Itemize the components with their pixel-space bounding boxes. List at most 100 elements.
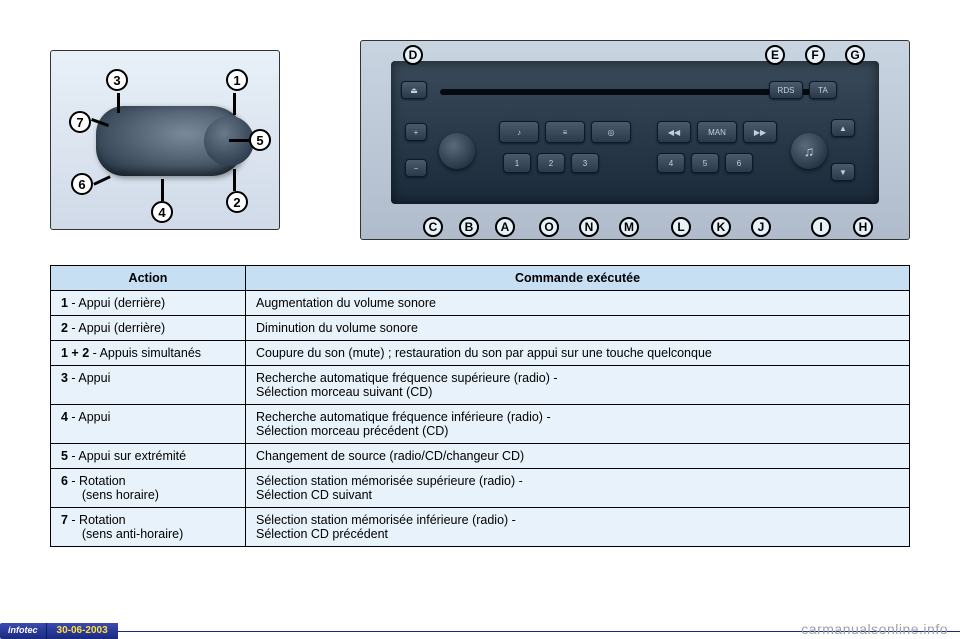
radio-callout-H: H (853, 217, 873, 237)
table-row: 5 - Appui sur extrémitéChangement de sou… (51, 444, 910, 469)
diagrams-row: 1234567 DEFGCBAONMLKJIH⏏RDSTA♪≡◎◀◀MAN▶▶1… (0, 0, 960, 250)
action-key: 5 (61, 449, 68, 463)
action-key: 6 (61, 474, 68, 488)
arrow-6 (93, 175, 111, 185)
radio-btn-p6: 6 (725, 153, 753, 173)
radio-callout-N: N (579, 217, 599, 237)
radio-knob-2: ♫ (791, 133, 827, 169)
command-cell: Sélection station mémorisée supérieure (… (246, 469, 910, 508)
table-row: 7 - Rotation (sens anti-horaire)Sélectio… (51, 508, 910, 547)
radio-btn-eject: ⏏ (401, 81, 427, 99)
col-command: Commande exécutée (246, 266, 910, 291)
action-desc: - Appui (68, 410, 110, 424)
radio-btn-p3: 3 (571, 153, 599, 173)
arrow-5 (229, 139, 249, 142)
command-cell: Augmentation du volume sonore (246, 291, 910, 316)
stalk-diagram: 1 2 3 4 5 6 7 (50, 50, 280, 230)
action-key: 1 + 2 (61, 346, 89, 360)
action-desc: - Appui sur extrémité (68, 449, 186, 463)
stalk-callout-1: 1 (226, 69, 248, 91)
radio-btn-minus: − (405, 159, 427, 177)
command-cell: Sélection station mémorisée inférieure (… (246, 508, 910, 547)
radio-btn-p5: 5 (691, 153, 719, 173)
radio-btn-rew: ◀◀ (657, 121, 691, 143)
radio-callout-E: E (765, 45, 785, 65)
stalk-callout-4: 4 (151, 201, 173, 223)
radio-callout-L: L (671, 217, 691, 237)
radio-callout-K: K (711, 217, 731, 237)
table-row: 3 - AppuiRecherche automatique fréquence… (51, 366, 910, 405)
radio-callout-C: C (423, 217, 443, 237)
commands-tbody: 1 - Appui (derrière)Augmentation du volu… (51, 291, 910, 547)
action-key: 7 (61, 513, 68, 527)
radio-btn-ta: TA (809, 81, 837, 99)
action-cell: 2 - Appui (derrière) (51, 316, 246, 341)
action-cell: 1 + 2 - Appuis simultanés (51, 341, 246, 366)
stalk-callout-3: 3 (106, 69, 128, 91)
action-key: 4 (61, 410, 68, 424)
radio-btn-up: ▲ (831, 119, 855, 137)
table-row: 6 - Rotation (sens horaire)Sélection sta… (51, 469, 910, 508)
radio-btn-list: ≡ (545, 121, 585, 143)
radio-btn-plus: + (405, 123, 427, 141)
action-cell: 1 - Appui (derrière) (51, 291, 246, 316)
radio-callout-B: B (459, 217, 479, 237)
radio-btn-fwd: ▶▶ (743, 121, 777, 143)
action-cell: 4 - Appui (51, 405, 246, 444)
table-row: 2 - Appui (derrière)Diminution du volume… (51, 316, 910, 341)
command-cell: Changement de source (radio/CD/changeur … (246, 444, 910, 469)
stalk-callout-6: 6 (71, 173, 93, 195)
col-action: Action (51, 266, 246, 291)
stalk-callout-7: 7 (69, 111, 91, 133)
command-cell: Recherche automatique fréquence inférieu… (246, 405, 910, 444)
action-cell: 6 - Rotation (sens horaire) (51, 469, 246, 508)
stalk-callout-5: 5 (249, 129, 271, 151)
action-key: 3 (61, 371, 68, 385)
arrow-2 (233, 169, 236, 191)
arrow-4 (161, 179, 164, 201)
radio-callout-A: A (495, 217, 515, 237)
radio-callout-D: D (403, 45, 423, 65)
radio-knob-1 (439, 133, 475, 169)
action-desc: - Rotation (sens horaire) (61, 474, 159, 502)
radio-callout-J: J (751, 217, 771, 237)
action-desc: - Rotation (sens anti-horaire) (61, 513, 183, 541)
table-row: 4 - AppuiRecherche automatique fréquence… (51, 405, 910, 444)
action-desc: - Appuis simultanés (89, 346, 201, 360)
command-cell: Coupure du son (mute) ; restauration du … (246, 341, 910, 366)
radio-btn-man: MAN (697, 121, 737, 143)
radio-btn-source: ♪ (499, 121, 539, 143)
footer-date: 30-06-2003 (46, 623, 118, 639)
radio-callout-O: O (539, 217, 559, 237)
table-row: 1 + 2 - Appuis simultanésCoupure du son … (51, 341, 910, 366)
radio-btn-p2: 2 (537, 153, 565, 173)
radio-callout-F: F (805, 45, 825, 65)
radio-btn-p1: 1 (503, 153, 531, 173)
action-cell: 5 - Appui sur extrémité (51, 444, 246, 469)
action-cell: 7 - Rotation (sens anti-horaire) (51, 508, 246, 547)
radio-callout-M: M (619, 217, 639, 237)
radio-btn-band: ◎ (591, 121, 631, 143)
arrow-1 (233, 93, 236, 115)
watermark-text: carmanualsonline.info (801, 621, 948, 637)
table-row: 1 - Appui (derrière)Augmentation du volu… (51, 291, 910, 316)
action-key: 1 (61, 296, 68, 310)
action-desc: - Appui (derrière) (68, 321, 165, 335)
radio-diagram: D EFG CBA ONM LKJ I H ⏏ RDS TA ♪ ≡ ◎ ◀◀ MAN ▶▶ 123 456 + − ▲… (360, 40, 910, 240)
action-desc: - Appui (derrière) (68, 296, 165, 310)
commands-table-wrap: Action Commande exécutée 1 - Appui (derr… (50, 265, 910, 547)
command-cell: Recherche automatique fréquence supérieu… (246, 366, 910, 405)
stalk-body (96, 106, 246, 176)
action-cell: 3 - Appui (51, 366, 246, 405)
radio-callout-G: G (845, 45, 865, 65)
radio-btn-down: ▼ (831, 163, 855, 181)
action-desc: - Appui (68, 371, 110, 385)
arrow-3 (117, 93, 120, 113)
radio-btn-rds: RDS (769, 81, 803, 99)
stalk-callout-2: 2 (226, 191, 248, 213)
command-cell: Diminution du volume sonore (246, 316, 910, 341)
footer-badge: infotec (0, 623, 46, 639)
commands-table: Action Commande exécutée 1 - Appui (derr… (50, 265, 910, 547)
radio-btn-p4: 4 (657, 153, 685, 173)
radio-callout-I: I (811, 217, 831, 237)
